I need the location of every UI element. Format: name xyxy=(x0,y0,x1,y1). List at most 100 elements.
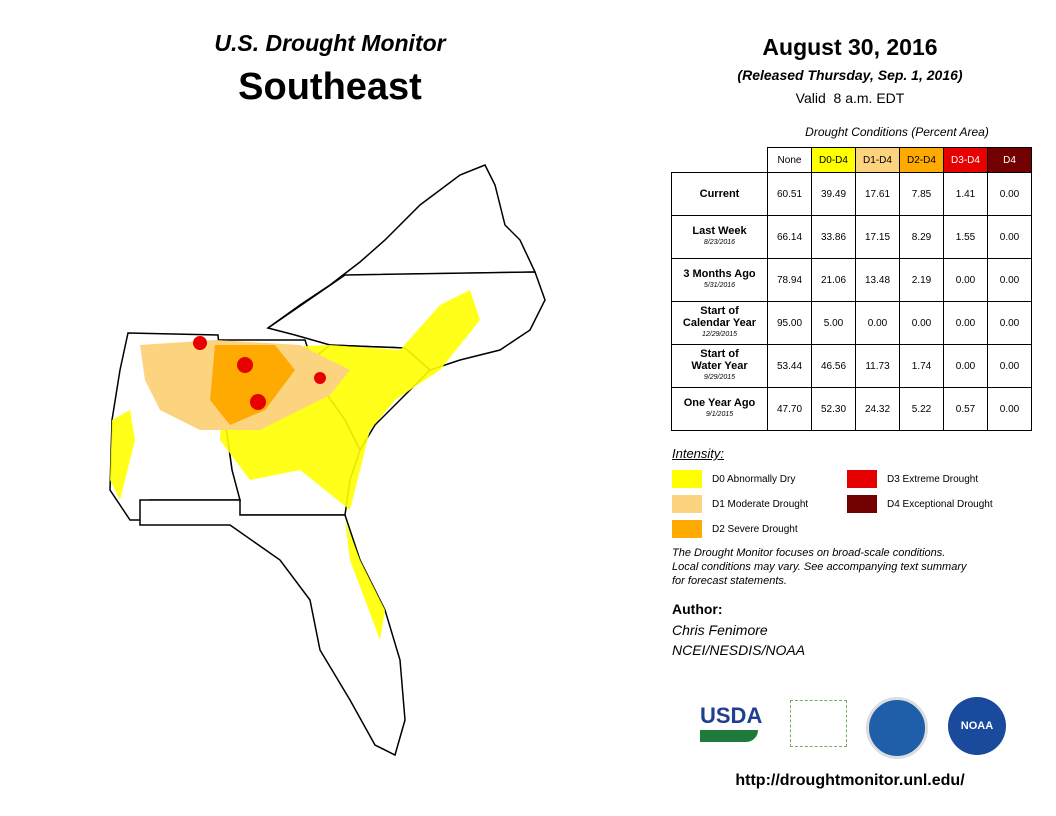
cell: 5.00 xyxy=(811,301,856,345)
cell: 11.73 xyxy=(855,344,900,388)
cell: 0.00 xyxy=(943,258,988,302)
legend-label: D3 Extreme Drought xyxy=(887,474,979,485)
row-date: 8/23/2016 xyxy=(703,239,736,246)
column-header: D2-D4 xyxy=(899,147,944,173)
cell: 2.19 xyxy=(899,258,944,302)
cell: 21.06 xyxy=(811,258,856,302)
map xyxy=(109,164,546,757)
legend-swatch xyxy=(847,470,877,488)
row: Start of Calendar Year 12/29/2015 95.00 5.00… xyxy=(671,301,1032,345)
cell: 1.41 xyxy=(943,172,988,216)
usda-swoosh xyxy=(700,730,758,742)
drought-areas xyxy=(110,290,480,640)
row-label-line: Start of xyxy=(700,348,739,360)
cell: 0.00 xyxy=(899,301,944,345)
cell: 0.00 xyxy=(987,215,1032,259)
row-date: 9/29/2015 xyxy=(703,374,736,381)
cell: 1.55 xyxy=(943,215,988,259)
cell: 33.86 xyxy=(811,215,856,259)
cell: 8.29 xyxy=(899,215,944,259)
row-label: 3 Months Ago 5/31/2016 xyxy=(671,258,768,302)
cell: 46.56 xyxy=(811,344,856,388)
row-date: 5/31/2016 xyxy=(703,282,736,289)
note-line: Local conditions may vary. See accompany… xyxy=(672,561,967,573)
note: The Drought Monitor focuses on broad-sca… xyxy=(672,546,966,588)
d3-area xyxy=(250,394,266,410)
row: Last Week 8/23/2016 66.14 33.86 17.15 8.29 1.5… xyxy=(671,215,1032,259)
released: (Released Thursday, Sep. 1, 2016) xyxy=(737,67,963,83)
legend-label: D4 Exceptional Drought xyxy=(887,499,993,510)
row: Current 60.51 39.49 17.61 7.85 1.41 0.00 xyxy=(671,172,1032,216)
row-label: Start of Calendar Year 12/29/2015 xyxy=(671,301,768,345)
row: 3 Months Ago 5/31/2016 78.94 21.06 13.48 2.19… xyxy=(671,258,1032,302)
row-label-line: Water Year xyxy=(691,360,748,372)
cell: 0.00 xyxy=(987,172,1032,216)
row-label-line: One Year Ago xyxy=(683,397,756,409)
cell: 0.00 xyxy=(987,301,1032,345)
corner xyxy=(672,148,768,173)
valid: Valid 8 a.m. EDT xyxy=(795,90,905,106)
d3-area xyxy=(237,357,253,373)
column-header: D4 xyxy=(987,147,1032,173)
row-date: 9/1/2015 xyxy=(705,411,734,418)
cell: 53.44 xyxy=(767,344,812,388)
usda-logo: USDA xyxy=(700,703,763,728)
row: Start of Water Year 9/29/2015 53.44 46.56 11.… xyxy=(671,344,1032,388)
cell: 0.00 xyxy=(943,344,988,388)
cell: 5.22 xyxy=(899,387,944,431)
cell: 52.30 xyxy=(811,387,856,431)
legend-label: D0 Abnormally Dry xyxy=(712,474,796,485)
cell: 47.70 xyxy=(767,387,812,431)
cell: 0.00 xyxy=(987,258,1032,302)
legend-swatch xyxy=(847,495,877,513)
legend-label: D2 Severe Drought xyxy=(712,524,798,535)
cell: 60.51 xyxy=(767,172,812,216)
cell: 17.15 xyxy=(855,215,900,259)
d3-area xyxy=(314,372,326,384)
cell: 39.49 xyxy=(811,172,856,216)
row-label-line: Current xyxy=(699,188,740,200)
row: One Year Ago 9/1/2015 47.70 52.30 24.32 5.22 0… xyxy=(671,387,1032,431)
table-caption: Drought Conditions (Percent Area) xyxy=(805,125,989,139)
cell: 0.00 xyxy=(987,387,1032,431)
doc-logo xyxy=(866,697,928,759)
cell: 1.74 xyxy=(899,344,944,388)
header-row: None D0-D4 D1-D4 D2-D4 D3-D4 D4 xyxy=(672,147,1032,173)
title: U.S. Drought Monitor xyxy=(214,30,446,56)
note-line: for forecast statements. xyxy=(672,575,787,587)
column-header: D0-D4 xyxy=(811,147,856,173)
row-label-line: Start of xyxy=(700,305,739,317)
d0-area xyxy=(220,290,480,510)
column-header: D3-D4 xyxy=(943,147,988,173)
row-date: 12/29/2015 xyxy=(701,331,738,338)
cell: 17.61 xyxy=(855,172,900,216)
row-label: Current xyxy=(671,172,768,216)
cell: 78.94 xyxy=(767,258,812,302)
row-label-line: Calendar Year xyxy=(682,317,757,329)
ndmc-logo xyxy=(790,700,847,747)
legend-swatch xyxy=(672,470,702,488)
cell: 66.14 xyxy=(767,215,812,259)
row-label-line: 3 Months Ago xyxy=(683,268,756,280)
legend-swatch xyxy=(672,495,702,513)
noaa-logo: NOAA xyxy=(948,697,1006,755)
author-line: NCEI/NESDIS/NOAA xyxy=(672,642,806,658)
cell: 0.00 xyxy=(855,301,900,345)
florida xyxy=(139,499,406,757)
author-label: Author: xyxy=(672,601,723,617)
cell: 0.00 xyxy=(987,344,1032,388)
north-carolina xyxy=(266,271,546,371)
note-line: The Drought Monitor focuses on broad-sca… xyxy=(672,547,946,559)
cell: 24.32 xyxy=(855,387,900,431)
cell: 95.00 xyxy=(767,301,812,345)
row-label-line: Last Week xyxy=(692,225,747,237)
cell: 13.48 xyxy=(855,258,900,302)
row-label: Last Week 8/23/2016 xyxy=(671,215,768,259)
column-header: D1-D4 xyxy=(855,147,900,173)
row-label: One Year Ago 9/1/2015 xyxy=(671,387,768,431)
legend-swatch xyxy=(672,520,702,538)
d0-area xyxy=(110,410,135,500)
cell: 0.57 xyxy=(943,387,988,431)
cell: 7.85 xyxy=(899,172,944,216)
